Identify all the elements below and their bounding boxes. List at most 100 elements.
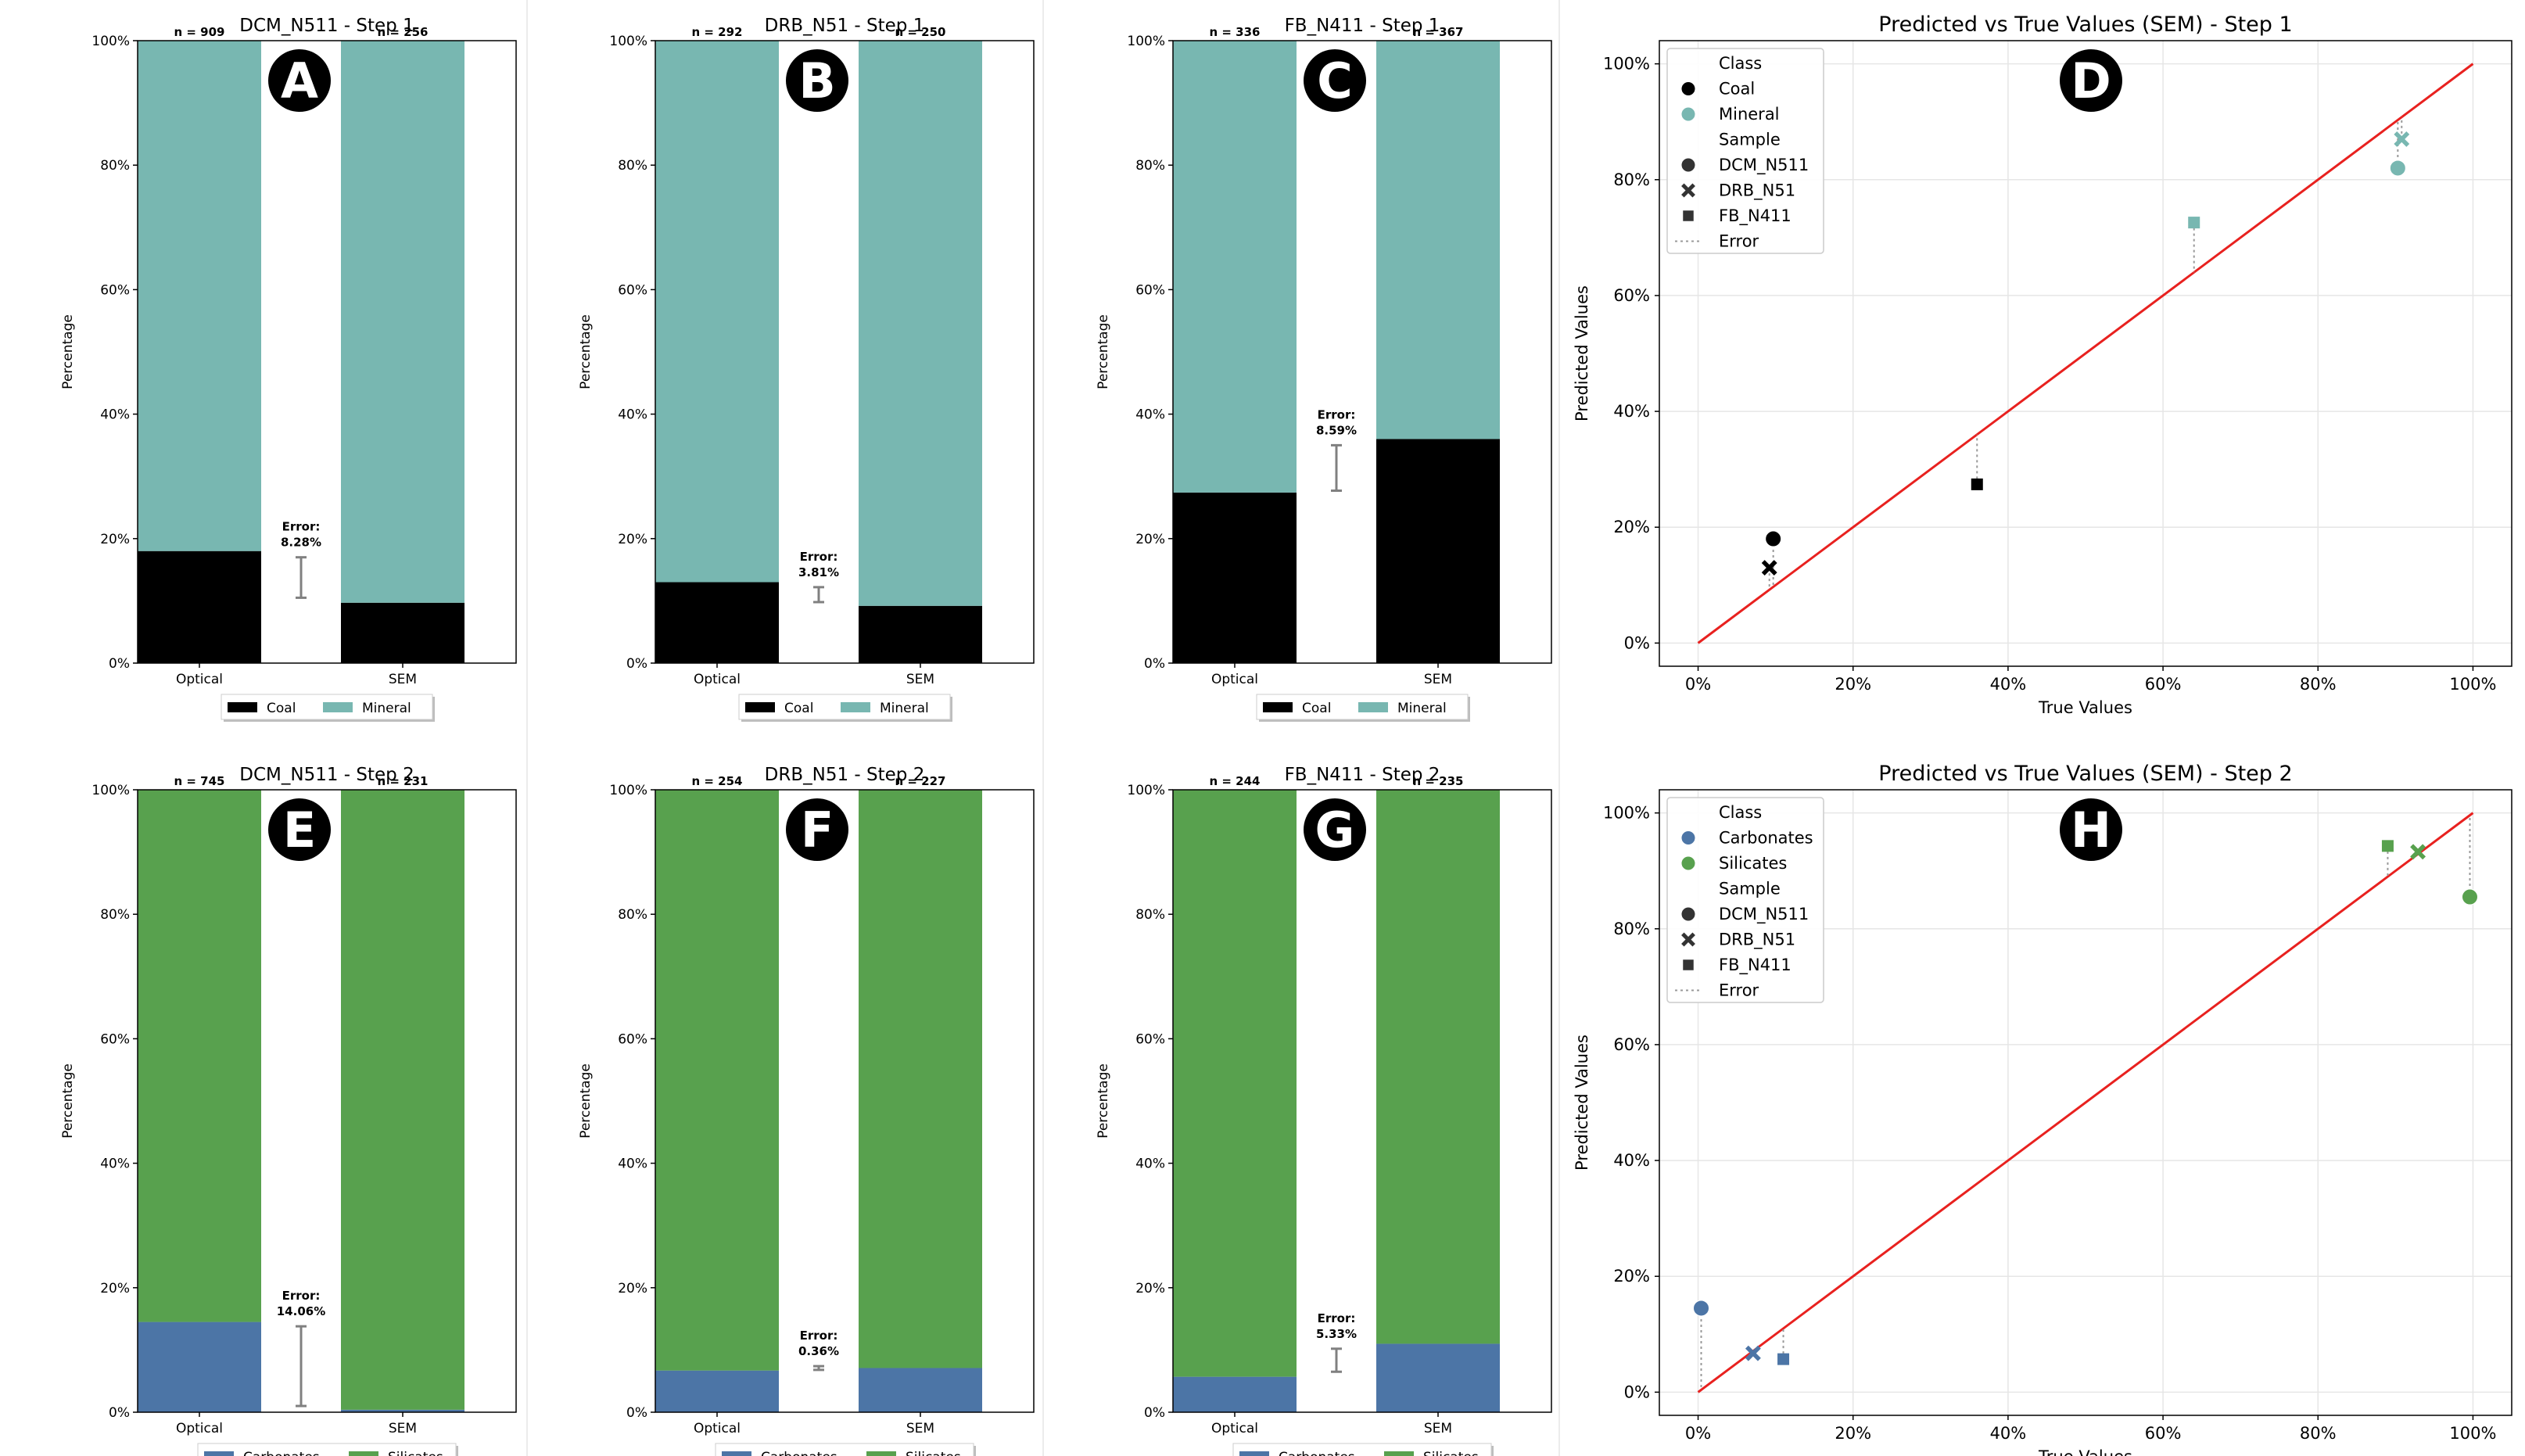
panel-label: E (283, 802, 316, 859)
x-tick-label: 100% (2449, 1424, 2496, 1443)
error-value: 14.06% (277, 1304, 325, 1318)
sample-count-label: n = 292 (691, 25, 742, 39)
error-label: Error: (282, 520, 321, 534)
panel-d: Predicted vs True Values (SEM) - Step 1 T… (1573, 13, 2512, 717)
column-divider-2 (1042, 0, 1044, 1456)
y-tick-label: 0% (1144, 656, 1165, 672)
y-axis-label: Percentage (60, 314, 76, 389)
y-tick-label: 20% (1135, 1281, 1165, 1296)
sample-count-label: n = 367 (1412, 25, 1463, 39)
y-tick-label: 100% (609, 783, 647, 798)
identity-line (1697, 812, 2474, 1393)
legend-label: Carbonates (1719, 829, 1813, 848)
point-coal-fb-n411 (1971, 478, 1983, 490)
legend: Coal Mineral (1256, 694, 1470, 722)
legend: Coal Mineral (221, 694, 435, 722)
y-tick-label: 60% (100, 1031, 130, 1047)
y-tick-label: 20% (1135, 532, 1165, 547)
legend-label: Coal (1302, 701, 1331, 716)
y-tick-label: 60% (618, 282, 647, 298)
plot-frame (137, 40, 517, 664)
bar-silicates-sem (859, 790, 982, 1368)
y-tick-label: 80% (100, 907, 130, 923)
legend-box (1666, 797, 1824, 1003)
x-tick-label: SEM (389, 672, 417, 687)
legend-marker-fb-n411 (1683, 959, 1694, 970)
y-tick-label: 0% (109, 656, 130, 672)
legend-marker-carbonates (1680, 830, 1696, 845)
bar-silicates-sem (1376, 790, 1500, 1344)
legend-label: DRB_N51 (1719, 181, 1795, 201)
bar-mineral-optical (138, 41, 261, 551)
y-tick-label: 40% (618, 407, 647, 423)
legend-label: Silicates (1719, 854, 1787, 873)
panel-label-badge (786, 798, 848, 861)
legend-label: Mineral (1719, 105, 1780, 124)
point-mineral-dcm-n511 (2389, 160, 2406, 177)
x-tick-label: Optical (176, 1421, 223, 1436)
x-tick-label: SEM (1424, 1421, 1452, 1436)
y-tick-label: 100% (1127, 34, 1165, 49)
error-value: 0.36% (798, 1344, 839, 1358)
panel-c: FB_N411 - Step 1 Percentage 0% 20% 40% 60% 80%… (1096, 16, 1552, 722)
x-tick-label: 60% (2145, 1424, 2182, 1443)
legend-marker-mineral (1680, 106, 1696, 122)
y-tick-label: 100% (91, 783, 130, 798)
sample-count-label: n = 254 (691, 774, 742, 788)
bar-mineral-optical (655, 41, 779, 583)
bar-coal-sem (859, 605, 982, 663)
y-tick-label: 20% (618, 1281, 647, 1296)
legend-marker-dcm-n511 (1680, 906, 1696, 922)
y-tick-label: 60% (1135, 282, 1165, 298)
panel-title: DRB_N51 - Step 2 (765, 765, 925, 785)
y-tick-label: 100% (1127, 783, 1165, 798)
plot-frame (1172, 789, 1552, 1413)
legend: Carbonates Silicates (197, 1443, 458, 1456)
x-tick-label: SEM (906, 672, 934, 687)
error-value: 8.28% (281, 536, 321, 550)
panel-a: DCM_N511 - Step 1 Percentage 0% 20% 40% 60% 80… (60, 16, 517, 722)
legend-swatch-carbonates (1239, 1451, 1269, 1456)
point-coal-dcm-n511 (1765, 530, 1782, 547)
panel-label: G (1315, 802, 1355, 859)
point-carbonates-fb-n411 (1777, 1353, 1790, 1365)
y-tick-label: 40% (618, 1157, 647, 1172)
x-tick-label: Optical (694, 1421, 741, 1436)
bar-carbonates-optical (655, 1370, 779, 1412)
y-axis-label: Percentage (1096, 1063, 1111, 1139)
error-label: Error: (282, 1289, 321, 1303)
legend: Coal Mineral (738, 694, 952, 722)
sample-count-label: n = 256 (377, 25, 428, 39)
y-tick-label: 100% (609, 34, 647, 49)
legend-marker-fb-n411 (1683, 210, 1694, 221)
x-tick-label: SEM (1424, 672, 1452, 687)
column-divider-3 (1558, 0, 1560, 1456)
legend-box (1232, 1443, 1492, 1456)
bar-coal-optical (1173, 492, 1297, 663)
legend-marker-dcm-n511 (1680, 157, 1696, 173)
legend-swatch-mineral (1358, 702, 1388, 712)
panel-f: DRB_N51 - Step 2 Percentage 0% 20% 40% 60% 80%… (578, 765, 1035, 1456)
panel-e: DCM_N511 - Step 2 Percentage 0% 20% 40% 60% 80… (60, 765, 517, 1456)
bar-mineral-sem (1376, 41, 1500, 439)
legend-label: Silicates (388, 1450, 443, 1456)
bar-coal-sem (1376, 439, 1500, 663)
y-axis-label: Predicted Values (1573, 285, 1591, 421)
x-tick-label: Optical (1211, 1421, 1258, 1436)
bar-silicates-optical (655, 790, 779, 1371)
legend-marker-drb-n51 (1681, 932, 1695, 947)
point-silicates-fb-n411 (2381, 840, 2394, 852)
legend-label: FB_N411 (1719, 206, 1792, 226)
x-tick-label: Optical (1211, 672, 1258, 687)
legend-title: Class (1719, 803, 1762, 822)
y-tick-label: 0% (1624, 633, 1650, 652)
y-tick-label: 40% (100, 1157, 130, 1172)
panel-label-badge (1304, 49, 1366, 112)
legend-label: Carbonates (1279, 1450, 1355, 1456)
x-tick-label: 20% (1835, 1424, 1871, 1443)
y-tick-label: 80% (1135, 907, 1165, 923)
bar-carbonates-optical (138, 1322, 261, 1412)
bar-carbonates-sem (1376, 1343, 1500, 1412)
legend-swatch-coal (1263, 702, 1293, 712)
